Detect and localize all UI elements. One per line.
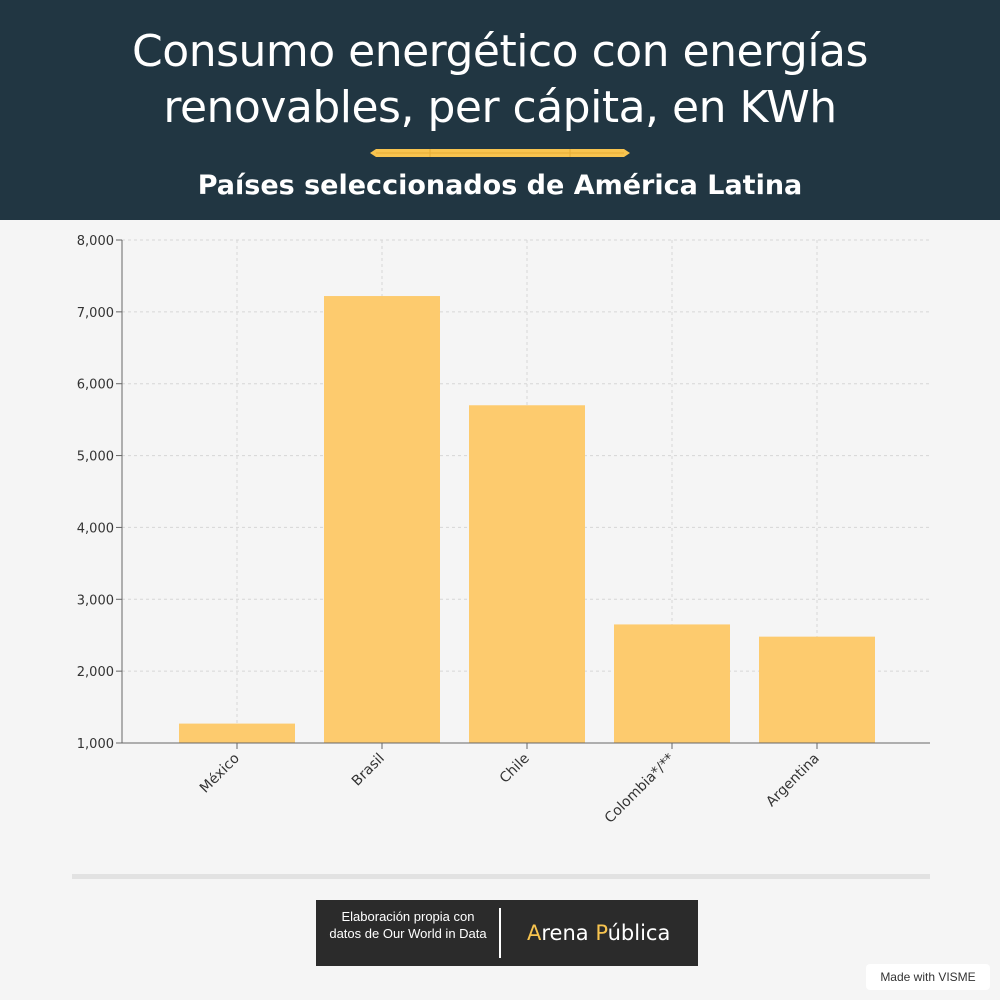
footer-divider bbox=[72, 874, 930, 879]
pencil-divider-icon bbox=[370, 149, 630, 157]
source-note: Elaboración propia con datos de Our Worl… bbox=[329, 909, 487, 941]
x-tick-label: Brasil bbox=[349, 751, 388, 790]
x-tick-label: Chile bbox=[497, 751, 533, 787]
chart-subtitle: Países seleccionados de América Latina bbox=[197, 170, 803, 201]
y-tick-label: 6,000 bbox=[77, 378, 114, 393]
bar-2 bbox=[324, 296, 440, 743]
y-tick-label: 5,000 bbox=[77, 450, 114, 465]
chart-title-line-1: Consumo energético con energías bbox=[132, 26, 868, 77]
y-tick-label: 1,000 bbox=[77, 737, 114, 752]
source-separator bbox=[499, 908, 501, 958]
bar-1 bbox=[179, 723, 295, 743]
chart-title-line-2: renovables, per cápita, en KWh bbox=[163, 82, 837, 133]
made-with-visme-badge[interactable]: Made with VISME bbox=[866, 964, 990, 990]
y-tick-label: 4,000 bbox=[77, 521, 114, 536]
x-tick-label: Colombia*/** bbox=[602, 751, 678, 827]
x-tick-label: México bbox=[197, 751, 243, 797]
x-tick-label: Argentina bbox=[763, 751, 823, 811]
y-tick-label: 3,000 bbox=[77, 593, 114, 608]
bar-3 bbox=[469, 405, 585, 743]
y-tick-label: 8,000 bbox=[77, 234, 114, 249]
bar-4 bbox=[614, 624, 730, 743]
header: Consumo energético con energías renovabl… bbox=[0, 0, 1000, 220]
y-tick-label: 2,000 bbox=[77, 665, 114, 680]
bar-5 bbox=[759, 636, 875, 743]
chart-title: Consumo energético con energías renovabl… bbox=[0, 24, 1000, 136]
bar-chart: 1,000 2,000 3,000 4,000 5,000 6,000 7,000 8,000… bbox=[77, 234, 930, 827]
source-box: Elaboración propia con datos de Our Worl… bbox=[316, 900, 698, 966]
y-tick-label: 7,000 bbox=[77, 306, 114, 321]
arena-publica-logo: Arena Pública bbox=[527, 921, 671, 945]
